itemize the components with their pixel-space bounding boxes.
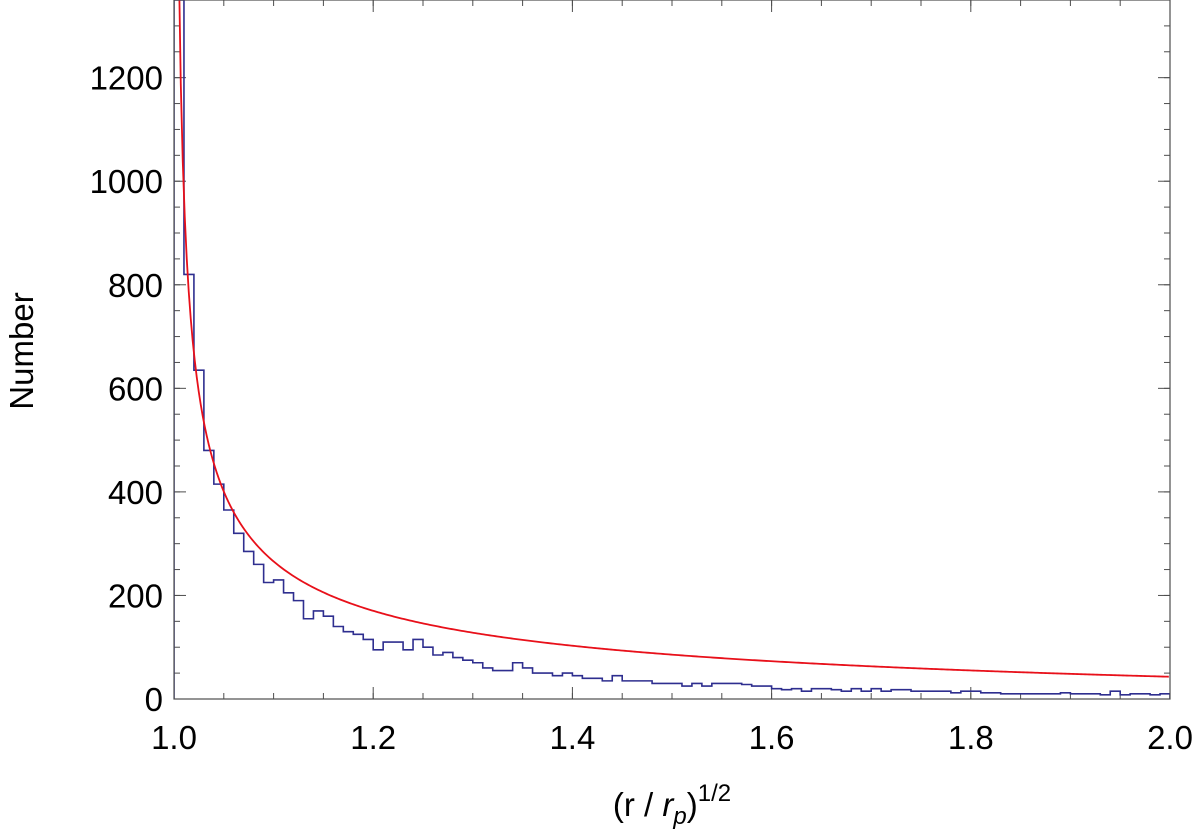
- histogram-step: [174, 0, 1170, 699]
- y-tick-label: 400: [108, 474, 163, 511]
- x-tick-label: 1.4: [549, 719, 595, 756]
- y-tick-label: 600: [108, 370, 163, 407]
- x-tick-label: 1.8: [948, 719, 994, 756]
- tick-labels: 1.0 1.2 1.4 1.6 1.8 2.0 0 200 400 600 800 1000 1200: [90, 60, 1193, 756]
- x-tick-label: 1.6: [749, 719, 795, 756]
- x-axis-title: (r / rp)1/2: [613, 780, 731, 830]
- x-tick-label: 1.2: [350, 719, 396, 756]
- fit-curve: [178, 0, 1169, 678]
- plot-frame: [173, 0, 1171, 700]
- plot-series: [174, 0, 1170, 699]
- x-tick-label: 1.0: [151, 719, 197, 756]
- x-tick-label: 2.0: [1147, 719, 1193, 756]
- y-axis-title: Number: [3, 292, 40, 409]
- y-tick-label: 200: [108, 577, 163, 614]
- axis-ticks: [173, 0, 1171, 700]
- y-tick-label: 1200: [90, 60, 163, 97]
- y-tick-label: 1000: [90, 163, 163, 200]
- y-tick-label: 0: [145, 681, 163, 718]
- y-tick-label: 800: [108, 267, 163, 304]
